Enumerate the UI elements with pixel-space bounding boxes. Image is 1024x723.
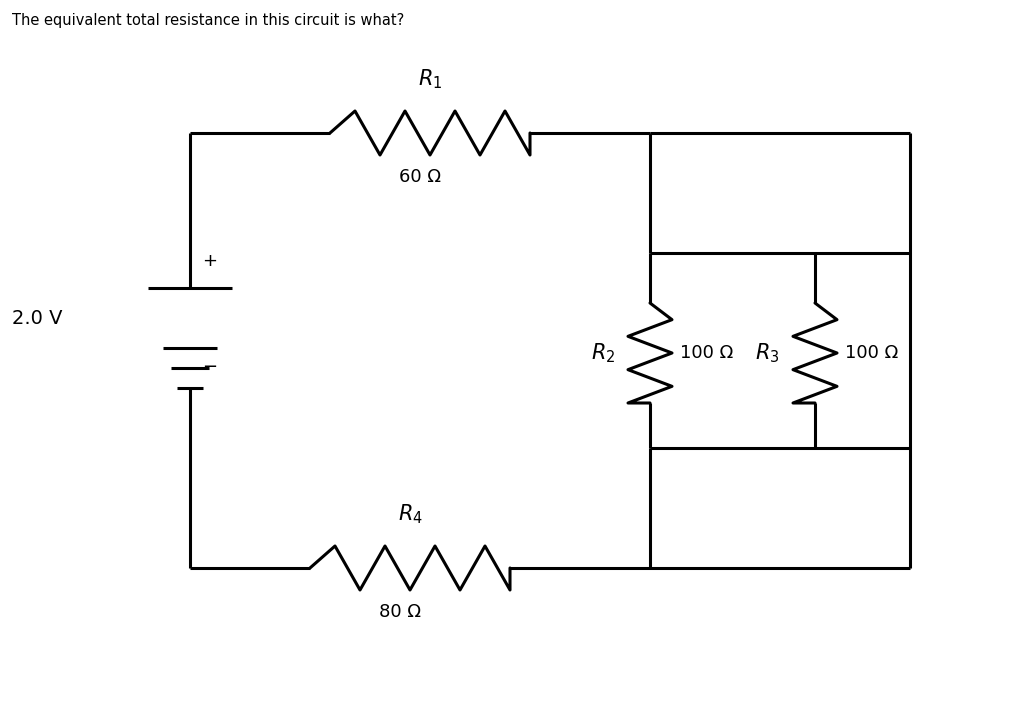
Text: 80 Ω: 80 Ω (379, 603, 421, 621)
Text: −: − (202, 358, 217, 376)
Text: 100 Ω: 100 Ω (845, 344, 898, 362)
Text: $R_3$: $R_3$ (756, 341, 780, 365)
Text: 2.0 V: 2.0 V (12, 309, 62, 328)
Text: +: + (202, 252, 217, 270)
Text: $R_4$: $R_4$ (397, 502, 423, 526)
Text: The equivalent total resistance in this circuit is what?: The equivalent total resistance in this … (12, 13, 404, 28)
Text: $R_1$: $R_1$ (418, 67, 442, 91)
Text: 60 Ω: 60 Ω (399, 168, 441, 186)
Text: 100 Ω: 100 Ω (680, 344, 733, 362)
Text: $R_2$: $R_2$ (591, 341, 615, 365)
